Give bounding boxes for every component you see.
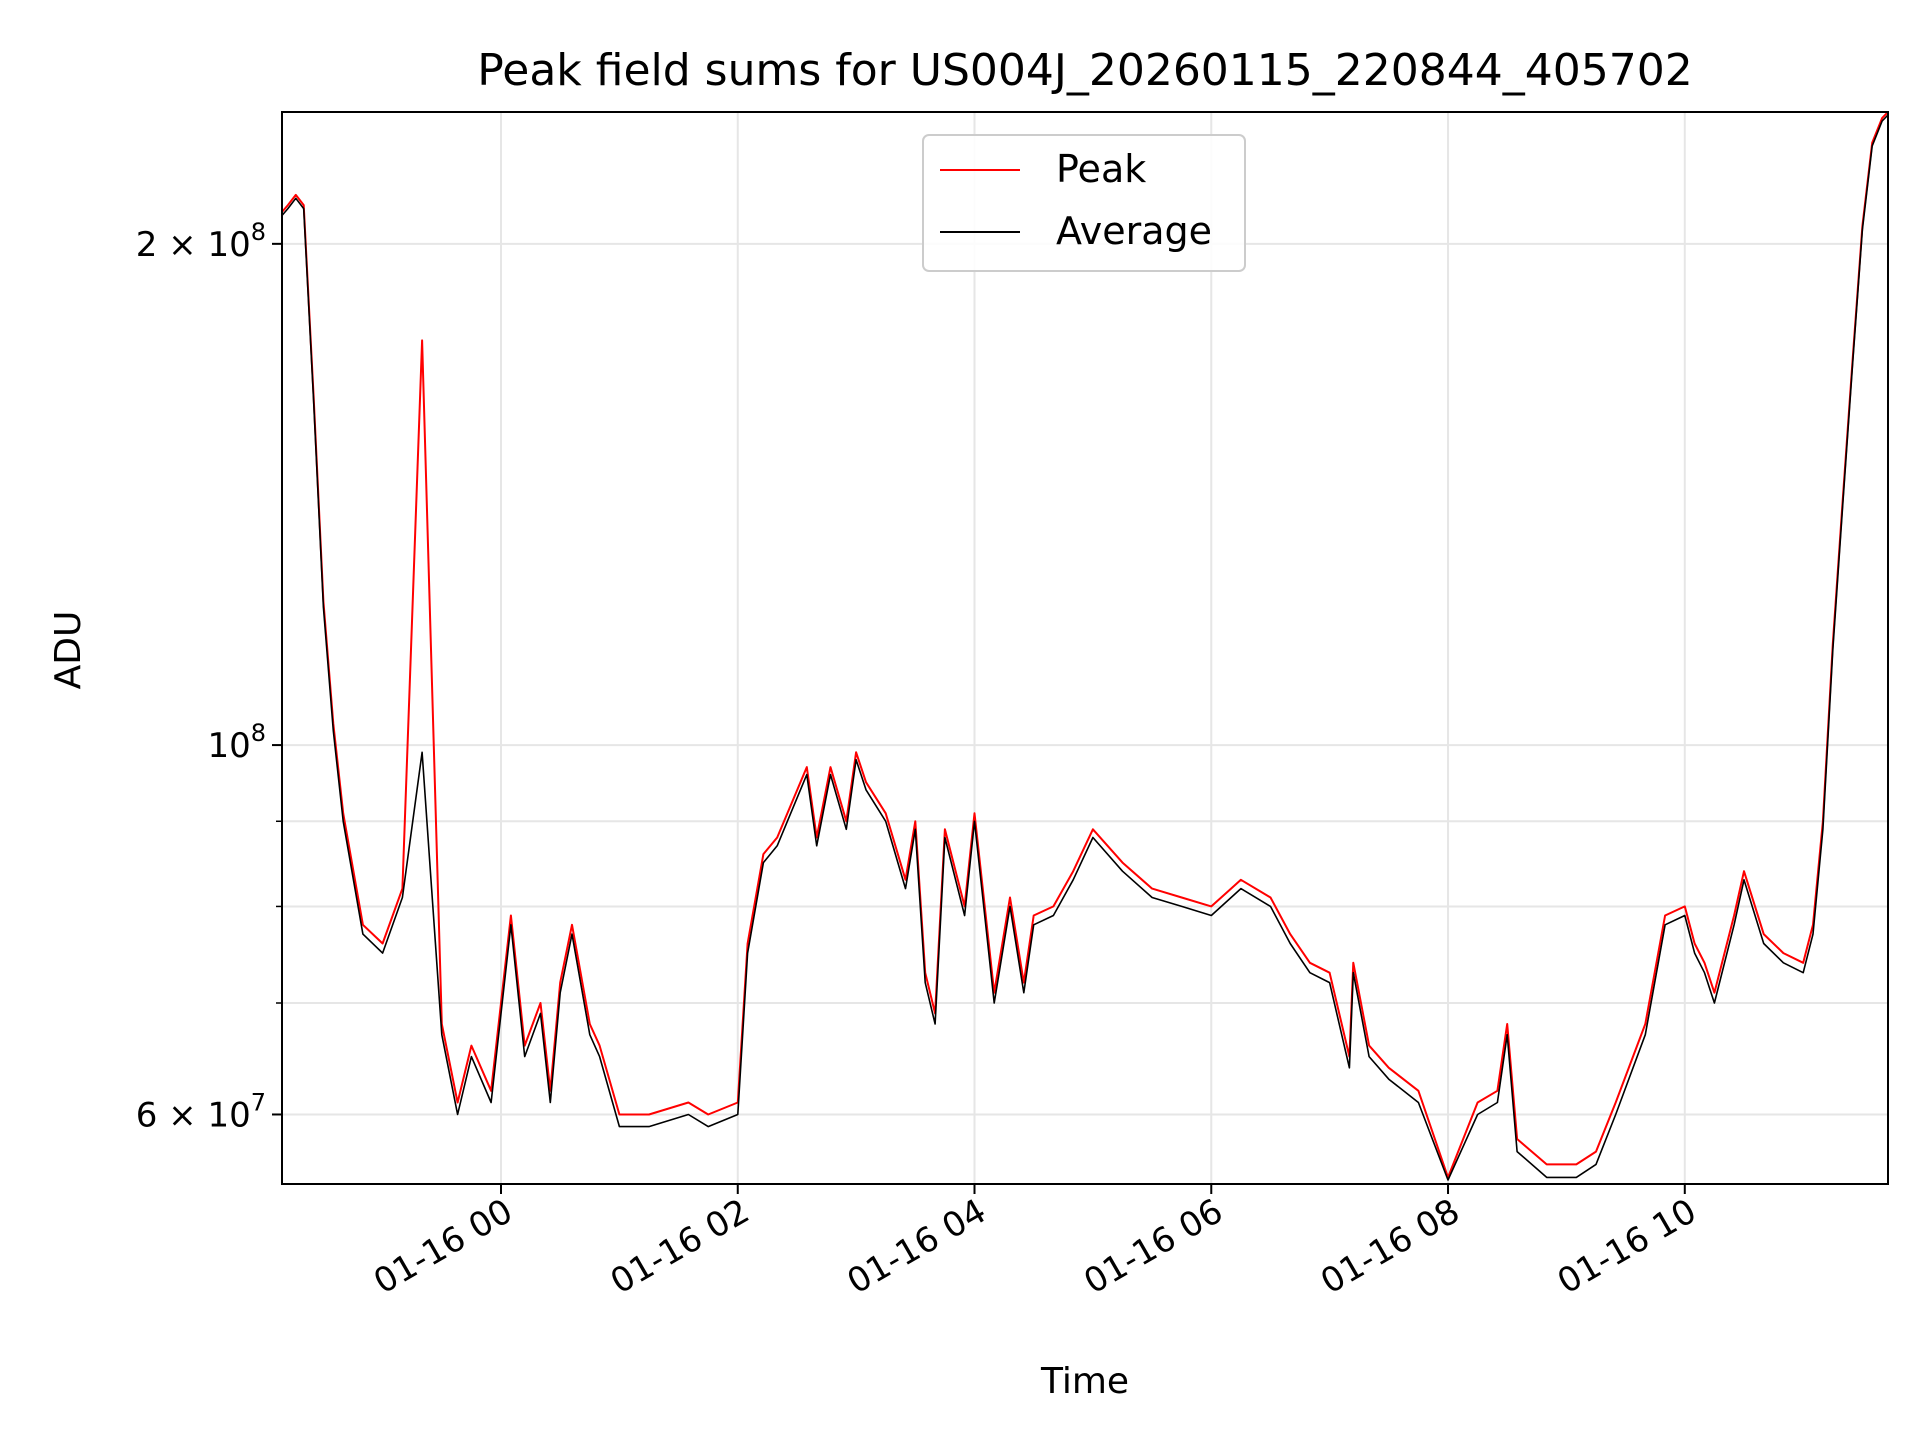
legend-label-peak: Peak xyxy=(1056,147,1146,191)
series-line-average xyxy=(281,114,1889,1181)
plot-frame xyxy=(281,111,1889,1185)
legend-label-average: Average xyxy=(1056,209,1212,253)
x-axis-label: Time xyxy=(1040,1361,1129,1402)
chart-title: Peak field sums for US004J_20260115_2208… xyxy=(477,45,1692,96)
y-axis-label: ADU xyxy=(48,611,89,690)
series-layer xyxy=(281,111,1889,1181)
grid xyxy=(282,112,1888,1184)
y-tick-label: 2 × 108 xyxy=(136,218,266,265)
legend: Peak Average xyxy=(922,134,1246,272)
y-tick-label: 108 xyxy=(207,719,266,766)
y-tick-label: 6 × 107 xyxy=(136,1088,266,1135)
series-line-peak xyxy=(281,111,1889,1179)
